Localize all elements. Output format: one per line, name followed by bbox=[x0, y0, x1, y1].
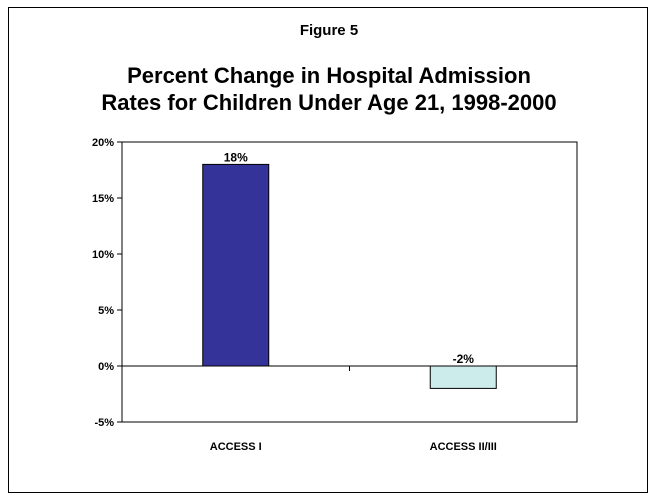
x-category-label: ACCESS I bbox=[210, 441, 262, 453]
bar bbox=[202, 163, 270, 367]
chart-title-line-1: Percent Change in Hospital Admission bbox=[127, 63, 531, 88]
bar bbox=[429, 365, 497, 389]
y-tick-label: 15% bbox=[92, 193, 114, 205]
plot-area bbox=[121, 141, 578, 423]
y-tick-label: 5% bbox=[98, 305, 114, 317]
chart-title: Percent Change in Hospital Admission Rat… bbox=[0, 62, 658, 116]
chart-title-line-2: Rates for Children Under Age 21, 1998-20… bbox=[101, 90, 557, 115]
x-category-label: ACCESS II/III bbox=[430, 441, 497, 453]
bar-data-label: -2% bbox=[453, 352, 475, 366]
bar-data-label: 18% bbox=[224, 150, 248, 164]
y-tick-label: 20% bbox=[92, 137, 114, 149]
y-tick-label: 0% bbox=[98, 361, 114, 373]
figure-number: Figure 5 bbox=[299, 22, 359, 39]
y-tick-label: 10% bbox=[92, 249, 114, 261]
y-tick-label: -5% bbox=[94, 417, 114, 429]
